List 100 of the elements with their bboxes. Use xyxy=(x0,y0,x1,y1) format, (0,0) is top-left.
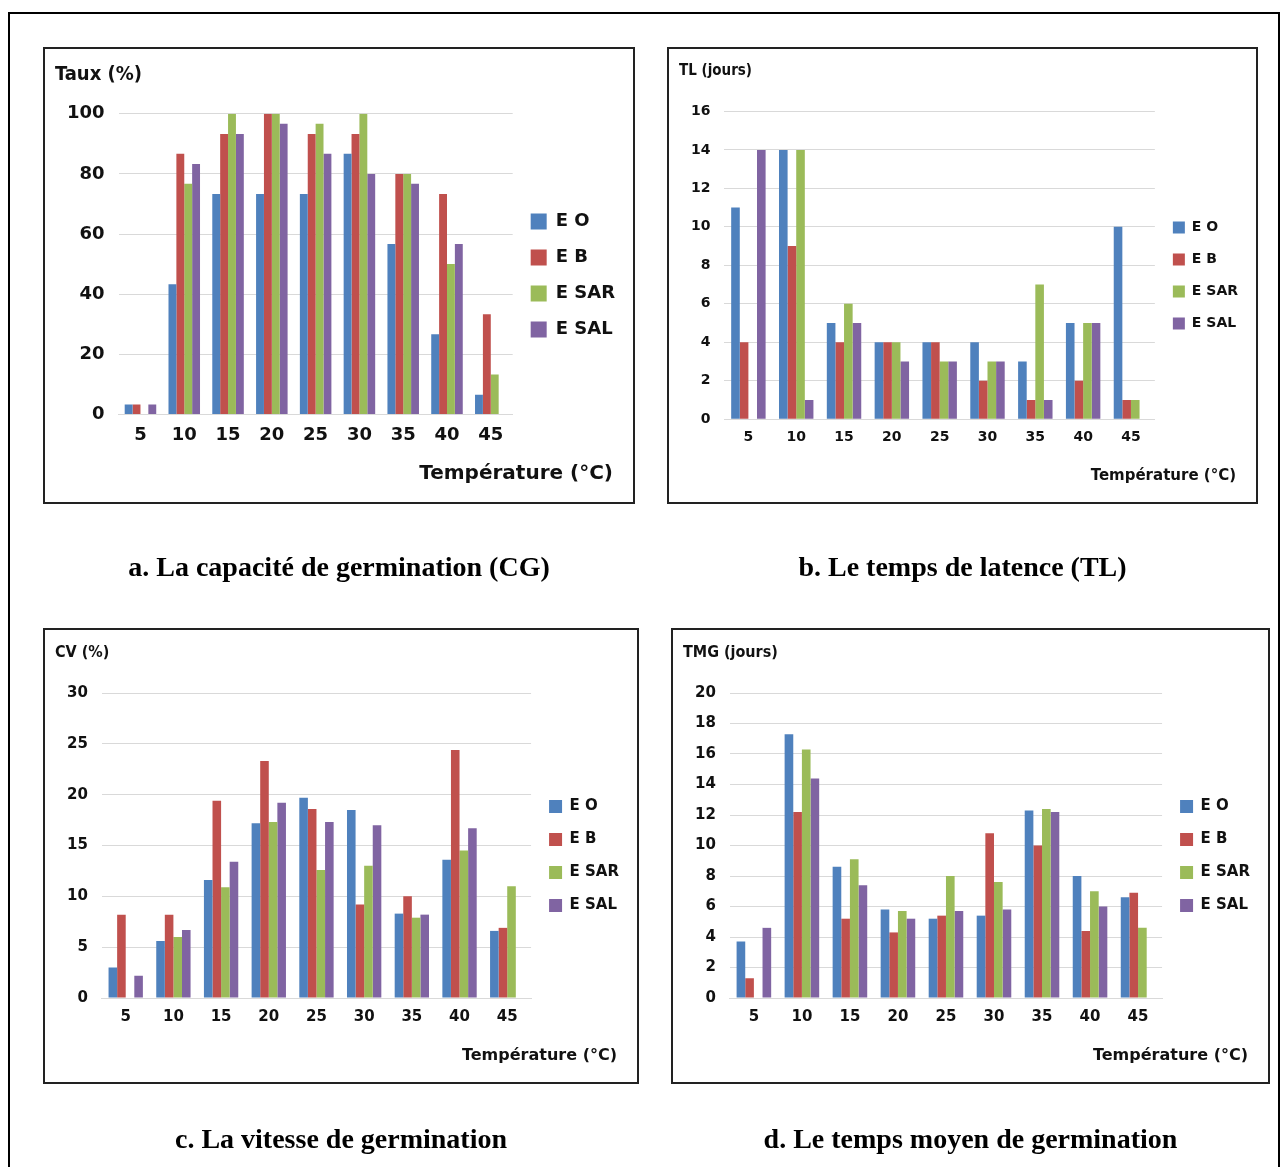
bar xyxy=(450,749,460,998)
bar xyxy=(343,153,352,414)
bar xyxy=(1050,811,1060,998)
bar xyxy=(844,303,853,419)
legend-label: E B xyxy=(555,245,588,267)
bar xyxy=(745,978,754,998)
bar xyxy=(271,113,280,414)
bar xyxy=(796,149,805,419)
legend-label: E O xyxy=(1200,796,1229,815)
x-tick-label: 45 xyxy=(1127,1006,1149,1025)
bar xyxy=(1035,284,1044,419)
bar xyxy=(117,914,126,998)
legend-label: E SAR xyxy=(1191,282,1239,299)
bar xyxy=(108,967,118,998)
bar xyxy=(251,823,261,998)
bar xyxy=(403,896,412,998)
x-tick-label: 45 xyxy=(496,1006,518,1025)
y-axis-title: Taux (%) xyxy=(55,61,142,85)
text: b. Le temps de latence (TL) xyxy=(797,551,1128,583)
x-tick-label: 5 xyxy=(743,428,754,445)
bar xyxy=(976,915,986,998)
y-tick-label: 2 xyxy=(700,371,711,388)
y-tick-label: 8 xyxy=(700,255,711,272)
bar xyxy=(325,822,334,998)
bar xyxy=(1065,323,1075,419)
y-tick-label: 0 xyxy=(700,409,711,426)
bar xyxy=(1042,808,1051,998)
y-tick-label: 14 xyxy=(691,140,711,157)
y-tick-label: 12 xyxy=(691,178,711,195)
bar xyxy=(431,334,440,414)
bar xyxy=(810,778,820,998)
x-axis-title: Température (°C) xyxy=(1090,466,1236,484)
bar xyxy=(132,404,141,414)
bar xyxy=(1091,323,1101,419)
bar xyxy=(1138,927,1147,998)
bar xyxy=(411,183,419,414)
bar xyxy=(1024,810,1034,998)
x-tick-label: 40 xyxy=(449,1006,470,1025)
y-tick-label: 0 xyxy=(77,987,88,1006)
bar xyxy=(1113,226,1123,419)
legend-label: E O xyxy=(555,209,590,231)
bar xyxy=(411,917,421,998)
y-tick-label: 15 xyxy=(67,835,88,854)
bar xyxy=(996,361,1005,419)
y-tick-label: 30 xyxy=(67,682,88,701)
bar xyxy=(299,194,308,414)
x-axis-title: Température (°C) xyxy=(1092,1045,1248,1064)
bar xyxy=(804,399,814,419)
bar xyxy=(442,859,451,998)
y-tick-label: 100 xyxy=(67,101,105,123)
bar xyxy=(134,975,143,998)
x-tick-label: 25 xyxy=(303,422,329,444)
x-tick-label: 45 xyxy=(1121,428,1141,445)
text: c. La vitesse de germination xyxy=(173,1123,509,1155)
x-tick-label: 15 xyxy=(834,428,854,445)
bar xyxy=(268,822,278,998)
bar xyxy=(192,164,201,414)
bar xyxy=(1120,897,1130,998)
bar xyxy=(173,937,182,998)
bar xyxy=(156,941,165,998)
legend-label: E SAL xyxy=(1191,314,1237,331)
y-tick-label: 18 xyxy=(695,713,716,732)
bar xyxy=(454,243,463,414)
bar xyxy=(970,342,979,419)
x-tick-label: 40 xyxy=(1079,1006,1101,1025)
bar xyxy=(256,194,264,414)
bar xyxy=(779,149,788,419)
y-tick-label: 40 xyxy=(79,281,105,303)
bar xyxy=(220,133,229,414)
bar xyxy=(880,909,890,998)
x-tick-label: 25 xyxy=(935,1006,957,1025)
bar xyxy=(148,404,157,414)
bar xyxy=(403,173,412,414)
bar xyxy=(235,133,244,414)
y-tick-label: 2 xyxy=(705,957,716,976)
y-tick-label: 20 xyxy=(67,784,88,803)
bar xyxy=(1074,380,1084,419)
legend-label: E SAL xyxy=(1200,895,1249,914)
y-tick-label: 0 xyxy=(92,402,105,424)
legend-label: E SAR xyxy=(555,281,616,303)
bar xyxy=(937,915,946,998)
legend-label: E SAR xyxy=(569,862,620,881)
bar xyxy=(359,113,368,414)
bar xyxy=(883,342,892,419)
legend-label: E SAR xyxy=(1200,862,1251,881)
bar xyxy=(922,342,932,419)
bar xyxy=(260,761,269,998)
bar xyxy=(1072,876,1082,998)
bar xyxy=(181,929,191,998)
bar xyxy=(124,404,133,414)
x-tick-label: 40 xyxy=(434,422,460,444)
text: d. Le temps moyen de germination xyxy=(762,1123,1179,1155)
x-tick-label: 35 xyxy=(401,1006,423,1025)
bar xyxy=(954,911,964,998)
x-tick-label: 20 xyxy=(258,1006,280,1025)
bar xyxy=(906,918,916,998)
y-tick-label: 14 xyxy=(695,774,716,793)
bar xyxy=(475,394,483,414)
y-tick-label: 10 xyxy=(691,217,711,234)
y-axis-title: CV (%) xyxy=(55,642,110,661)
